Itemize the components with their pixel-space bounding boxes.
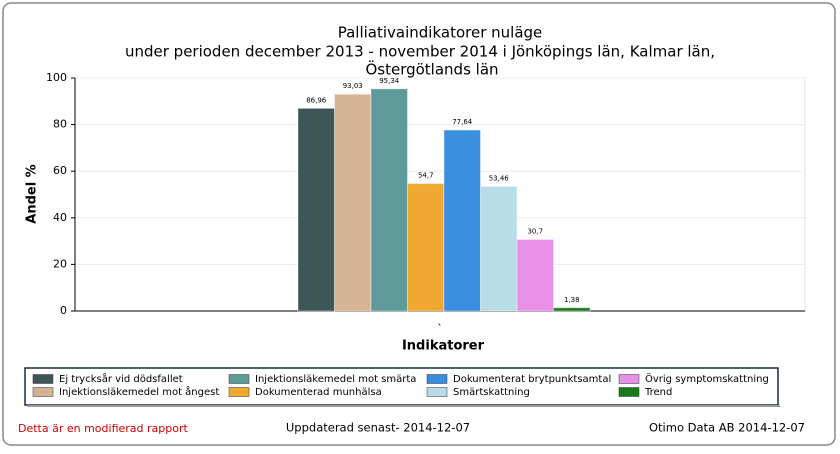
- bar-shade: [443, 129, 481, 312]
- data-label: 53,46: [489, 174, 510, 182]
- legend-swatch: [426, 374, 448, 384]
- data-label: 95,34: [379, 77, 400, 85]
- legend-swatch: [228, 387, 250, 397]
- data-label: 86,96: [306, 96, 327, 104]
- data-label: 1,38: [564, 296, 580, 304]
- footer-note: Detta är en modifierad rapport: [18, 422, 188, 435]
- y-tick-label: 0: [60, 304, 67, 317]
- legend-swatch: [426, 387, 448, 397]
- legend-swatch: [618, 374, 640, 384]
- legend-label: Övrig symptomskattning: [645, 372, 769, 385]
- bar-shade: [407, 183, 445, 312]
- bar-shade: [480, 185, 518, 312]
- legend-label: Dokumenterat brytpunktsamtal: [453, 374, 611, 385]
- y-tick-label: 80: [53, 118, 67, 131]
- legend-label: Ej trycksår vid dödsfallet: [59, 372, 183, 385]
- data-label: 30,7: [527, 227, 543, 235]
- y-tick-label: 100: [46, 71, 67, 84]
- legend-swatch: [32, 374, 54, 384]
- legend: [24, 367, 779, 406]
- y-tick-label: 40: [53, 211, 67, 224]
- bar-shade: [516, 238, 554, 312]
- footer-updated: Uppdaterad senast- 2014-12-07: [286, 421, 470, 435]
- legend-swatch: [618, 387, 640, 397]
- title-line: Östergötlands län: [365, 60, 498, 79]
- title-line: Palliativaindikatorer nuläge: [338, 24, 543, 42]
- legend-label: Injektionsläkemedel mot smärta: [255, 374, 416, 385]
- x-tick-label: `: [437, 322, 443, 335]
- bar-shade: [553, 307, 591, 312]
- legend-label: Trend: [644, 387, 672, 398]
- data-label: 54,7: [418, 172, 434, 180]
- y-tick-label: 60: [53, 164, 67, 177]
- data-label: 93,03: [343, 82, 363, 90]
- legend-label: Dokumenterad munhälsa: [255, 387, 382, 398]
- y-tick-label: 20: [53, 257, 67, 270]
- title-line: under perioden december 2013 - november …: [125, 43, 715, 61]
- bar-shade: [297, 107, 335, 312]
- bar-shade: [334, 93, 372, 312]
- x-axis-label: Indikatorer: [402, 339, 485, 354]
- legend-label: Injektionsläkemedel mot ångest: [59, 385, 219, 398]
- legend-label: Smärtskattning: [453, 387, 530, 398]
- legend-swatch: [228, 374, 250, 384]
- bar-shade: [370, 88, 408, 312]
- footer-vendor: Otimo Data AB 2014-12-07: [649, 421, 805, 435]
- data-label: 77,64: [452, 118, 473, 126]
- y-axis-label: Andel %: [25, 164, 40, 223]
- legend-swatch: [32, 387, 54, 397]
